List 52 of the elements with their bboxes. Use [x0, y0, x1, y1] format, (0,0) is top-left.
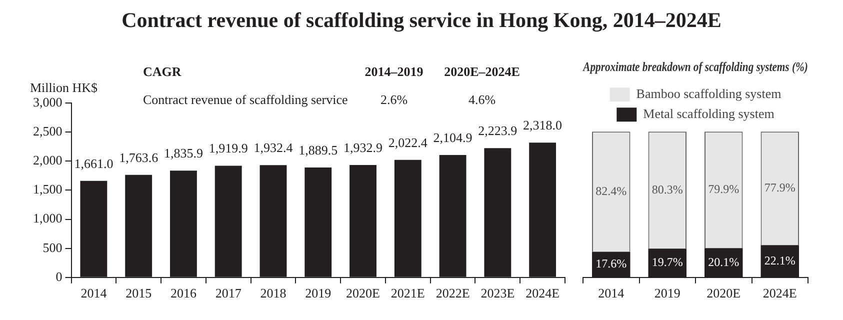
- data-label: 82.4%: [596, 184, 627, 198]
- y-tick-label: 3,000: [33, 94, 62, 110]
- x-tick-label: 2015: [126, 286, 152, 301]
- data-label: 77.9%: [764, 180, 796, 195]
- text: 2014–2019: [364, 64, 424, 79]
- text: 2020E–2024E: [443, 64, 521, 80]
- x-tick-label: 2017: [215, 286, 242, 301]
- x-tick-label: 2014: [598, 286, 625, 301]
- x-tick-label: 2024E: [526, 286, 560, 301]
- data-label: 20.1%: [708, 254, 740, 269]
- x-tick-label: 2020E: [706, 286, 741, 301]
- text: CAGR: [143, 64, 182, 80]
- y-tick-label: 0: [56, 268, 62, 284]
- legend-label: Bamboo scaffolding system: [636, 86, 782, 102]
- x-tick-label: 2019: [305, 286, 332, 301]
- annotation: Contract revenue of scaffolding service: [143, 92, 348, 108]
- data-label: 80.3%: [652, 182, 683, 196]
- legend-label: Metal scaffolding system: [643, 106, 774, 122]
- x-tick-label: 2019: [654, 286, 680, 301]
- data-label: 2,318.0: [523, 118, 562, 133]
- data-label: 1,932.4: [254, 140, 294, 155]
- y-tick-label: 1,000: [33, 210, 62, 226]
- y-tick-label: 2,500: [33, 123, 62, 138]
- chart-title: Contract revenue of scaffolding service in Hong Kong, 2014–2024E: [120, 8, 722, 33]
- data-label: 79.9%: [708, 182, 740, 196]
- data-label: 1,889.5: [298, 142, 338, 158]
- data-label: 2,104.9: [433, 130, 472, 145]
- data-label: 1,919.9: [208, 140, 248, 156]
- y-tick-label: 2,000: [33, 152, 62, 168]
- data-label: 2,223.9: [478, 123, 518, 138]
- x-tick-label: 2024E: [762, 286, 797, 301]
- data-label: 1,661.0: [74, 156, 114, 171]
- x-tick-label: 2014: [80, 286, 108, 301]
- annotation: 2.6%: [380, 92, 408, 107]
- annotation: 4.6%: [467, 92, 497, 108]
- data-label: 1,932.9: [344, 140, 383, 155]
- chart-title: Approximate breakdown of scaffolding systems (%): [582, 59, 808, 74]
- y-tick-label: 1,500: [33, 182, 62, 197]
- x-tick-label: 2018: [260, 286, 286, 301]
- x-tick-label: 2021E: [390, 286, 425, 301]
- data-label: 1,835.9: [164, 146, 203, 161]
- data-label: 19.7%: [652, 255, 683, 270]
- x-tick-label: 2023E: [480, 286, 515, 301]
- x-tick-label: 2016: [170, 286, 197, 301]
- y-axis-title: Million HK$: [30, 80, 98, 95]
- x-tick-label: 2022E: [436, 286, 470, 301]
- y-tick-label: 500: [42, 240, 62, 255]
- data-label: 17.6%: [596, 256, 627, 271]
- data-label: 1,763.6: [119, 150, 159, 165]
- data-label: 22.1%: [764, 253, 796, 268]
- x-tick-label: 2020E: [346, 286, 380, 301]
- data-label: 2,022.4: [388, 134, 428, 150]
